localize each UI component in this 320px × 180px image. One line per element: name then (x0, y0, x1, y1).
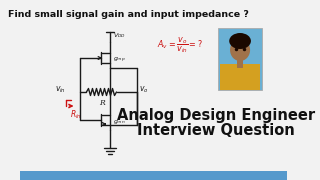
Bar (20, 171, 287, 180)
Text: $R_{in}$: $R_{in}$ (70, 108, 82, 120)
Text: $v_{in}$: $v_{in}$ (55, 85, 67, 95)
Text: $g_{mn}$: $g_{mn}$ (113, 118, 126, 126)
Text: $g_{mp}$: $g_{mp}$ (113, 55, 126, 65)
Bar (220, 64, 260, 90)
Bar (237, 58, 244, 68)
Bar (218, 28, 262, 90)
Text: Analog Design Engineer: Analog Design Engineer (117, 108, 315, 123)
Text: R: R (99, 99, 104, 107)
Text: $v_o$: $v_o$ (139, 85, 148, 95)
Ellipse shape (229, 33, 251, 49)
Ellipse shape (230, 39, 250, 61)
Text: $A_v = \dfrac{v_o}{v_{in}} = ?$: $A_v = \dfrac{v_o}{v_{in}} = ?$ (157, 35, 203, 55)
Text: Find small signal gain and input impedance ?: Find small signal gain and input impedan… (8, 10, 249, 19)
Text: Interview Question: Interview Question (137, 123, 295, 138)
Text: $V_{DD}$: $V_{DD}$ (113, 31, 126, 40)
